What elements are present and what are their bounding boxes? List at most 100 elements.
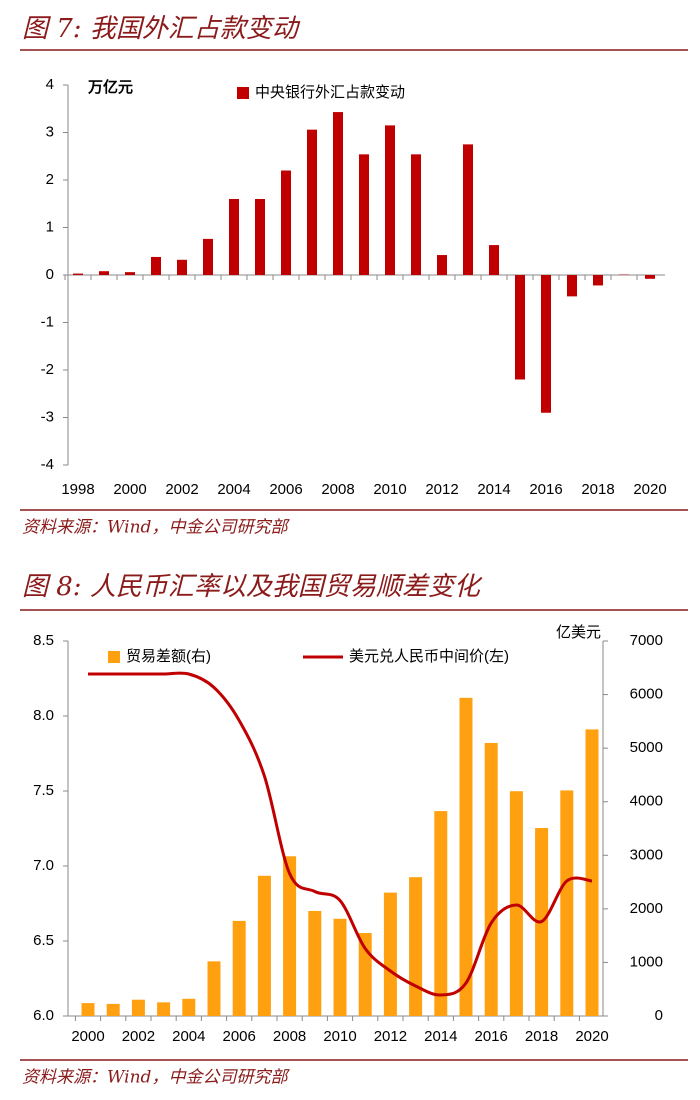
x-tick-label: 2008 <box>273 1028 306 1045</box>
source: 资料来源：Wind，中金公司研究部 <box>22 1068 290 1088</box>
bar <box>385 125 395 275</box>
bar <box>409 877 423 1016</box>
x-tick-label: 2006 <box>269 481 302 498</box>
x-tick-label: 2012 <box>374 1028 407 1045</box>
y2-tick-label: 5000 <box>630 739 663 756</box>
bar <box>157 1002 171 1016</box>
x-tick-label: 2004 <box>217 481 250 498</box>
bar <box>383 892 397 1016</box>
bar <box>541 275 551 413</box>
y-tick-label: -2 <box>41 361 54 378</box>
bar <box>99 271 109 275</box>
chart-title: 图 7: 我国外汇占款变动 <box>22 14 301 44</box>
y-tick-label: 8.0 <box>33 707 54 724</box>
y2-tick-label: 6000 <box>630 686 663 703</box>
bar <box>177 259 187 275</box>
x-tick-label: 2014 <box>424 1028 457 1045</box>
x-tick-label: 2012 <box>425 481 458 498</box>
x-tick-label: 2010 <box>323 1028 356 1045</box>
x-tick-label: 2006 <box>223 1028 256 1045</box>
x-tick-label: 2010 <box>373 481 406 498</box>
bar <box>489 245 499 275</box>
y-tick-label: -1 <box>41 313 54 330</box>
bar <box>585 729 599 1016</box>
bar <box>308 910 322 1016</box>
bar <box>463 144 473 275</box>
bar <box>411 154 421 275</box>
y2-tick-label: 0 <box>655 1007 663 1024</box>
bar <box>359 154 369 275</box>
bar <box>207 961 221 1016</box>
x-tick-label: 2020 <box>575 1028 608 1045</box>
bar <box>307 129 317 275</box>
y-tick-label: 0 <box>46 266 54 283</box>
y-tick-label: 7.5 <box>33 782 54 799</box>
y-tick-label: 7.0 <box>33 857 54 874</box>
bar <box>437 255 447 275</box>
bar <box>283 856 297 1016</box>
bar <box>434 811 448 1016</box>
y2-tick-label: 4000 <box>630 793 663 810</box>
x-tick-label: 2004 <box>172 1028 205 1045</box>
y-tick-label: -3 <box>41 408 54 425</box>
x-tick-label: 2016 <box>529 481 562 498</box>
chart-title: 图 8: 人民币汇率以及我国贸易顺差变化 <box>22 572 483 602</box>
y-tick-label: 6.0 <box>33 1007 54 1024</box>
x-tick-label: 2016 <box>475 1028 508 1045</box>
bar <box>257 875 271 1016</box>
bar <box>645 275 655 279</box>
bar <box>515 275 525 380</box>
bar <box>255 199 265 275</box>
legend-swatch <box>108 651 120 663</box>
y-tick-label: 6.5 <box>33 932 54 949</box>
bar <box>106 1003 120 1016</box>
y2-tick-label: 7000 <box>630 632 663 649</box>
bar <box>203 238 213 275</box>
x-tick-label: 2018 <box>525 1028 558 1045</box>
x-tick-label: 2000 <box>113 481 146 498</box>
bar <box>459 697 473 1016</box>
y-label: 万亿元 <box>87 78 133 96</box>
legend-swatch <box>237 87 249 99</box>
y-tick-label: 4 <box>46 76 54 93</box>
bar <box>182 998 196 1016</box>
y2-tick-label: 2000 <box>630 900 663 917</box>
bar <box>151 256 161 275</box>
bar <box>567 275 577 297</box>
bar <box>229 199 239 275</box>
y2-tick-label: 1000 <box>630 953 663 970</box>
y2-tick-label: 3000 <box>630 846 663 863</box>
bar <box>333 112 343 275</box>
x-tick-label: 2018 <box>581 481 614 498</box>
y-tick-label: 3 <box>46 123 54 140</box>
x-tick-label: 2002 <box>165 481 198 498</box>
bar <box>358 933 372 1016</box>
source: 资料来源：Wind，中金公司研究部 <box>22 518 290 538</box>
x-tick-label: 2002 <box>122 1028 155 1045</box>
y-tick-label: 1 <box>46 218 54 235</box>
bar <box>232 920 246 1016</box>
bar <box>73 273 83 275</box>
bar <box>281 170 291 275</box>
y-tick-label: -4 <box>41 456 54 473</box>
bar <box>593 275 603 286</box>
x-tick-label: 2000 <box>71 1028 104 1045</box>
x-tick-label: 1998 <box>61 481 94 498</box>
legend-label: 美元兑人民币中间价(左) <box>349 648 509 665</box>
bar <box>560 790 574 1016</box>
y-tick-label: 8.5 <box>33 632 54 649</box>
legend-label: 贸易差额(右) <box>126 648 211 665</box>
bar <box>484 742 498 1016</box>
x-tick-label: 2020 <box>633 481 666 498</box>
x-tick-label: 2014 <box>477 481 510 498</box>
bar <box>333 918 347 1016</box>
line <box>87 671 593 997</box>
bar <box>125 272 135 275</box>
y2-label: 亿美元 <box>556 624 601 641</box>
x-tick-label: 2008 <box>321 481 354 498</box>
legend-label: 中央银行外汇占款变动 <box>255 84 405 101</box>
bar <box>81 1003 95 1016</box>
y-tick-label: 2 <box>46 171 54 188</box>
bar <box>131 999 145 1016</box>
